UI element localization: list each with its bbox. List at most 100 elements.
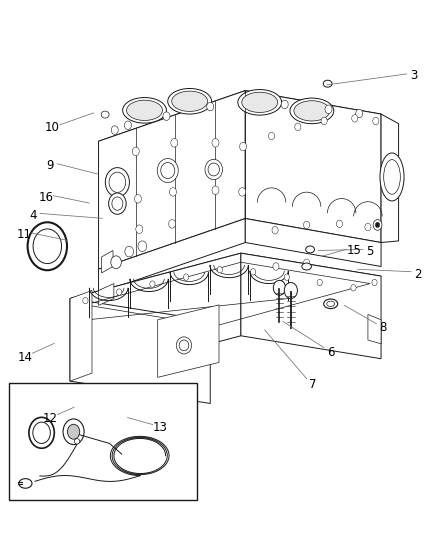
Ellipse shape xyxy=(157,159,178,182)
Circle shape xyxy=(295,123,301,131)
Ellipse shape xyxy=(28,222,67,270)
Ellipse shape xyxy=(290,98,334,124)
Ellipse shape xyxy=(238,90,282,115)
Circle shape xyxy=(111,126,118,134)
Ellipse shape xyxy=(33,422,50,443)
Circle shape xyxy=(150,281,155,287)
Text: 11: 11 xyxy=(17,228,32,241)
Polygon shape xyxy=(70,298,210,403)
Polygon shape xyxy=(99,91,381,166)
Circle shape xyxy=(111,256,121,269)
Circle shape xyxy=(117,289,122,295)
Polygon shape xyxy=(99,284,114,305)
Circle shape xyxy=(372,279,377,286)
Circle shape xyxy=(373,220,382,230)
Polygon shape xyxy=(102,251,113,273)
Circle shape xyxy=(273,263,279,270)
Circle shape xyxy=(138,241,147,252)
Circle shape xyxy=(212,186,219,195)
Circle shape xyxy=(321,117,327,125)
Ellipse shape xyxy=(109,172,126,192)
Circle shape xyxy=(163,112,170,120)
Ellipse shape xyxy=(168,88,212,114)
Polygon shape xyxy=(245,91,381,243)
Text: 8: 8 xyxy=(380,321,387,334)
Circle shape xyxy=(125,246,134,257)
Ellipse shape xyxy=(74,439,80,444)
Text: 10: 10 xyxy=(45,122,60,134)
Ellipse shape xyxy=(172,91,208,111)
Polygon shape xyxy=(70,253,381,321)
Circle shape xyxy=(170,188,177,196)
Circle shape xyxy=(336,220,343,228)
Polygon shape xyxy=(158,305,219,377)
Circle shape xyxy=(132,147,139,156)
Polygon shape xyxy=(99,91,245,269)
Polygon shape xyxy=(99,219,245,293)
Circle shape xyxy=(317,279,322,286)
Circle shape xyxy=(217,266,223,273)
Ellipse shape xyxy=(176,337,191,354)
Text: 9: 9 xyxy=(46,159,54,172)
Circle shape xyxy=(239,188,246,196)
Ellipse shape xyxy=(306,246,314,253)
Circle shape xyxy=(284,282,297,298)
Circle shape xyxy=(375,222,380,228)
Circle shape xyxy=(325,105,332,114)
Text: 12: 12 xyxy=(43,412,58,425)
Ellipse shape xyxy=(19,479,32,488)
Circle shape xyxy=(240,142,247,151)
Circle shape xyxy=(169,220,176,228)
Circle shape xyxy=(171,139,178,147)
Text: 4: 4 xyxy=(29,209,37,222)
Ellipse shape xyxy=(323,80,332,87)
Text: 5: 5 xyxy=(367,245,374,258)
Ellipse shape xyxy=(302,263,311,270)
Text: 13: 13 xyxy=(152,421,167,434)
Ellipse shape xyxy=(127,100,162,120)
Polygon shape xyxy=(245,219,381,266)
Text: 2: 2 xyxy=(414,268,422,281)
Circle shape xyxy=(136,225,143,233)
Circle shape xyxy=(268,132,275,140)
Ellipse shape xyxy=(33,229,61,263)
Circle shape xyxy=(212,139,219,147)
Bar xyxy=(9,383,197,500)
Circle shape xyxy=(365,223,371,231)
Ellipse shape xyxy=(109,193,126,214)
Polygon shape xyxy=(241,253,381,359)
Circle shape xyxy=(373,117,379,125)
Ellipse shape xyxy=(179,340,189,351)
Ellipse shape xyxy=(101,111,109,118)
Circle shape xyxy=(251,269,256,275)
Circle shape xyxy=(351,285,356,291)
Circle shape xyxy=(281,100,288,109)
Polygon shape xyxy=(381,114,399,243)
Ellipse shape xyxy=(380,153,404,201)
Ellipse shape xyxy=(105,167,130,197)
Circle shape xyxy=(207,102,214,111)
Ellipse shape xyxy=(161,163,175,179)
Polygon shape xyxy=(70,290,92,381)
Ellipse shape xyxy=(294,101,330,121)
Polygon shape xyxy=(70,253,241,381)
Text: 16: 16 xyxy=(39,191,53,204)
Polygon shape xyxy=(368,314,381,344)
Ellipse shape xyxy=(242,92,278,112)
Ellipse shape xyxy=(208,163,219,176)
Circle shape xyxy=(304,259,310,266)
Circle shape xyxy=(134,195,141,203)
Ellipse shape xyxy=(327,301,335,306)
Text: 15: 15 xyxy=(346,244,361,257)
Ellipse shape xyxy=(324,299,338,309)
Circle shape xyxy=(304,221,310,229)
Circle shape xyxy=(184,274,189,280)
Ellipse shape xyxy=(205,159,223,180)
Ellipse shape xyxy=(384,160,400,194)
Ellipse shape xyxy=(123,98,166,123)
Circle shape xyxy=(83,297,88,304)
Text: 6: 6 xyxy=(327,346,335,359)
Ellipse shape xyxy=(67,424,80,439)
Text: 3: 3 xyxy=(410,69,417,82)
Ellipse shape xyxy=(112,197,123,211)
